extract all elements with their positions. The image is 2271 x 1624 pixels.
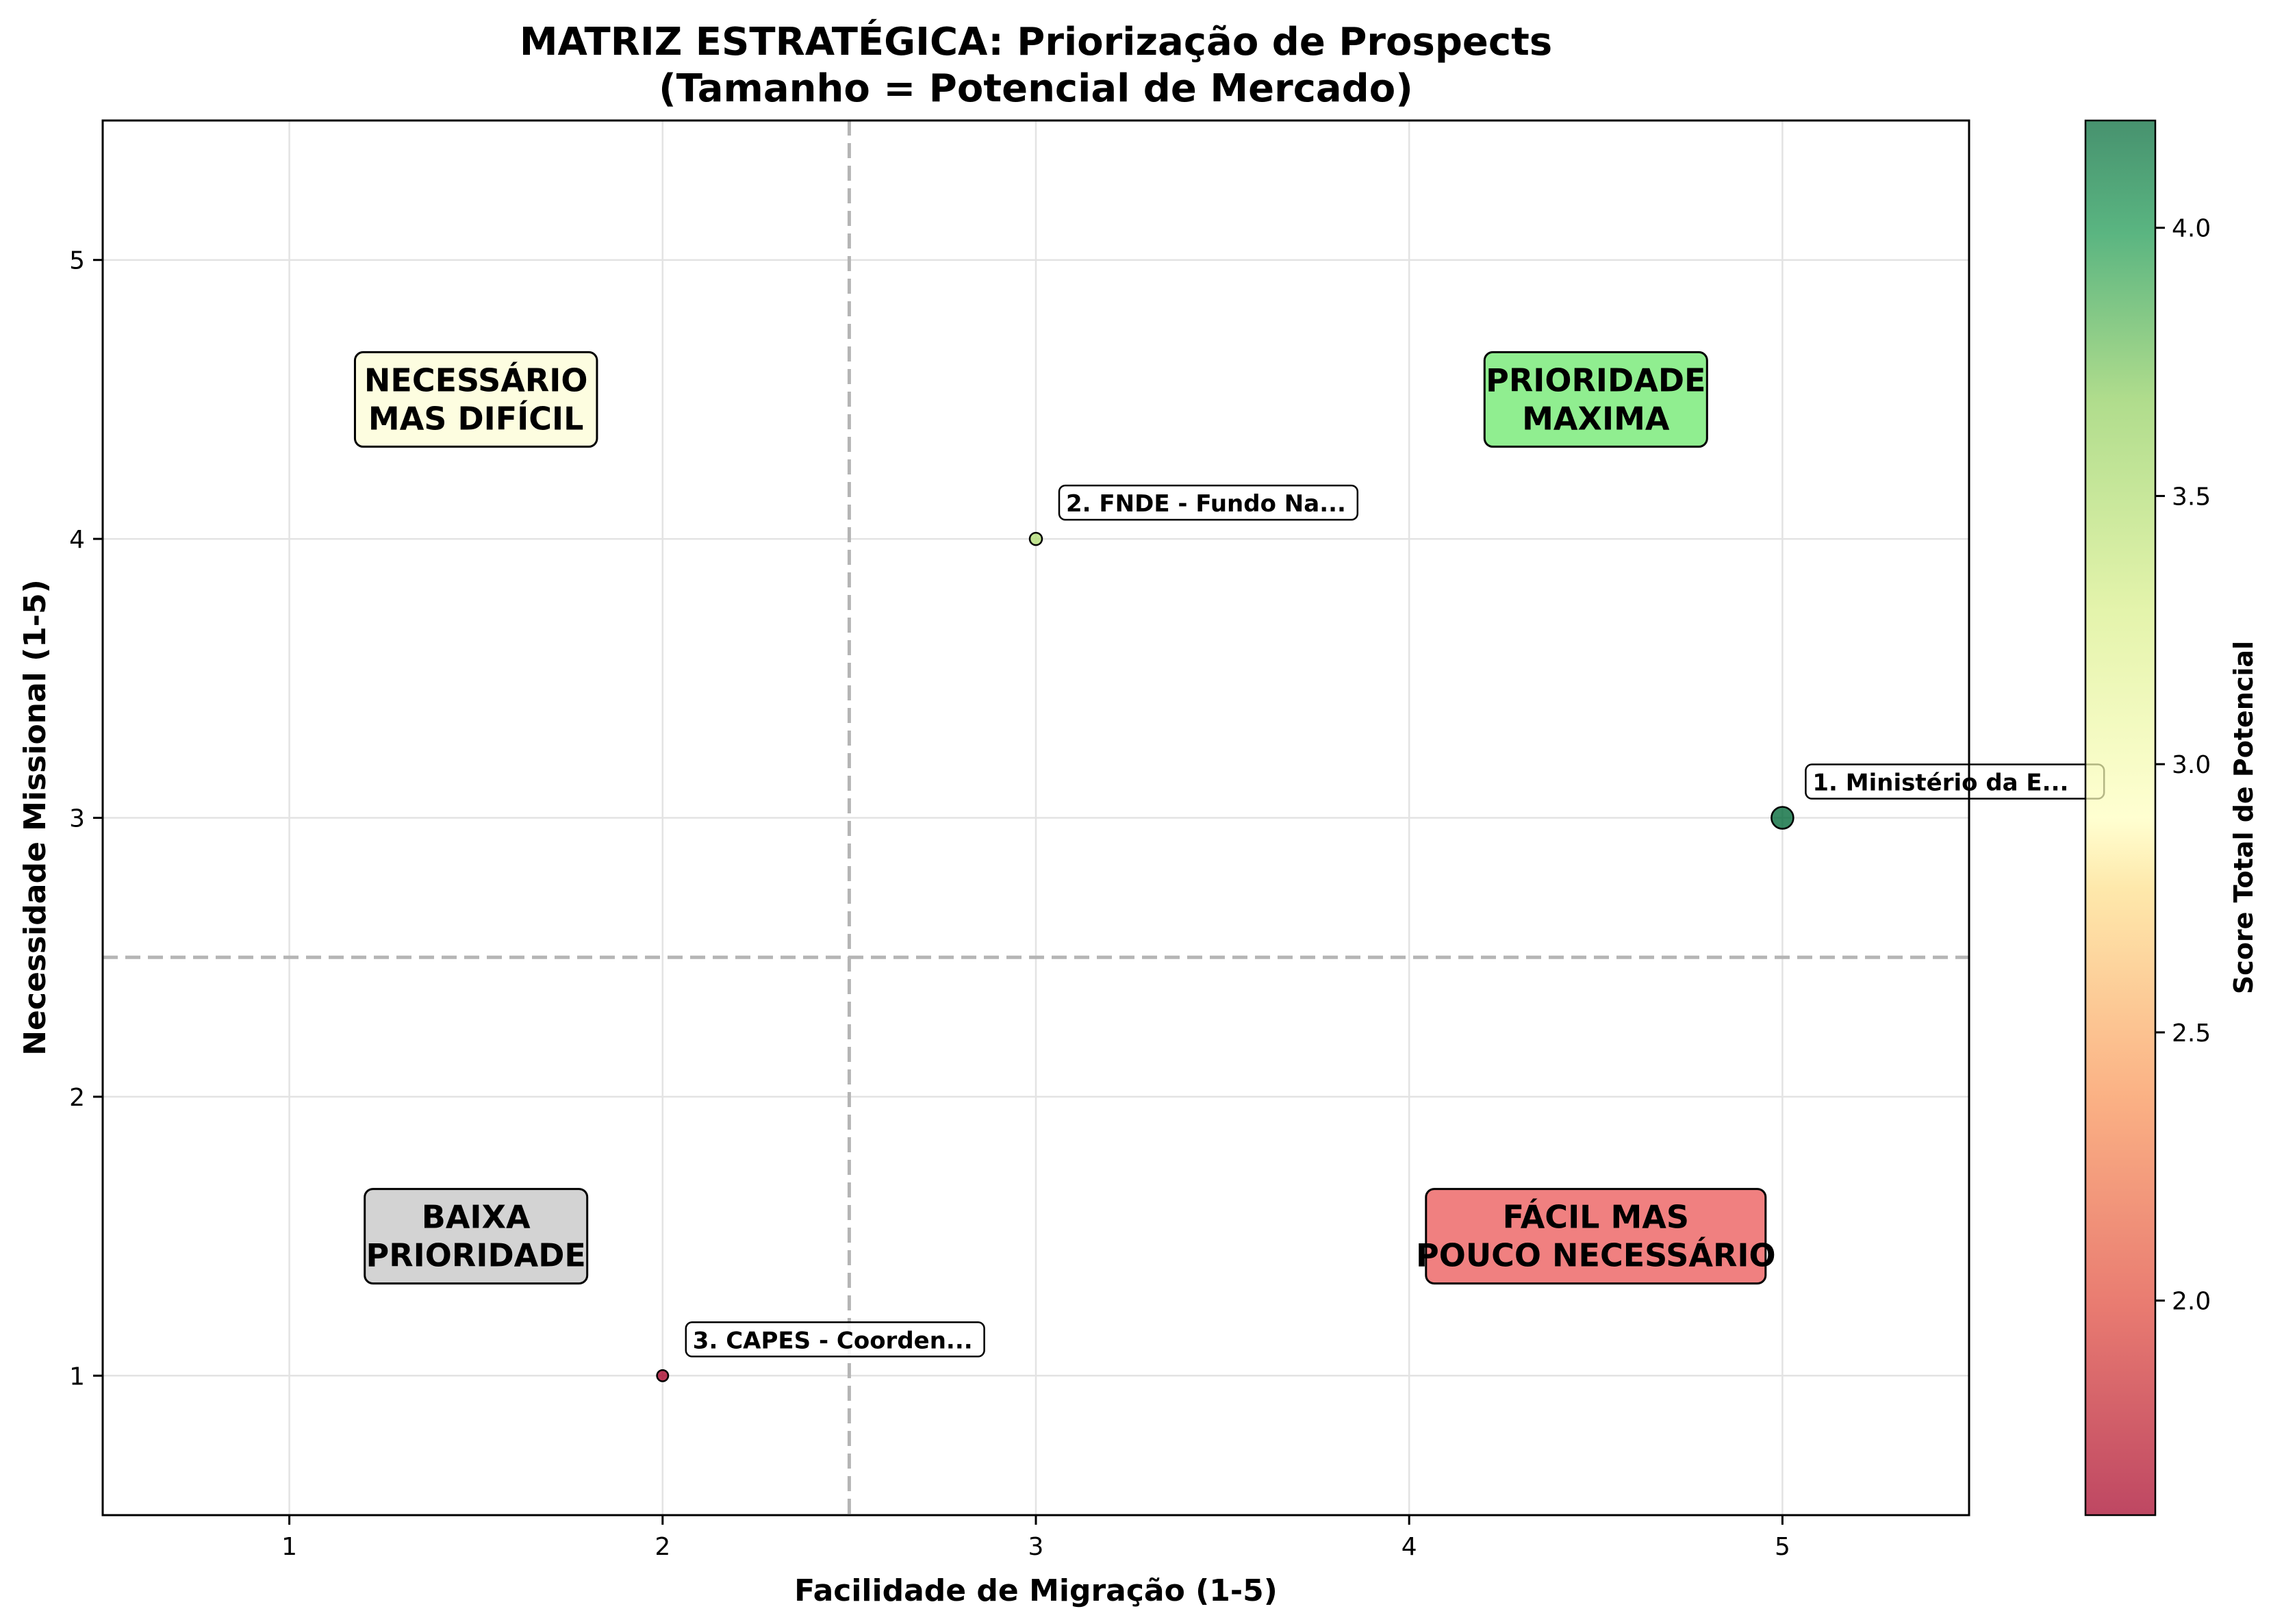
quadrant-label-box [353,351,598,448]
quadrant-label-text: MAXIMA [1522,400,1670,437]
point-label-text: 3. CAPES - Coorden... [693,1327,973,1354]
chart-subtitle: (Tamanho = Potencial de Mercado) [659,66,1413,111]
data-point [1771,806,1794,830]
quadrant-label-text: FÁCIL MAS [1503,1199,1689,1236]
x-tick-label: 4 [1401,1533,1417,1561]
quadrant-label-box [1425,1188,1767,1285]
y-tick-label: 2 [69,1084,85,1112]
colorbar-tick-label: 2.0 [2172,1288,2211,1316]
point-label-text: 2. FNDE - Fundo Na... [1066,490,1346,518]
quadrant-label-box [364,1188,589,1285]
point-label: 3. CAPES - Coorden... [685,1321,985,1358]
data-point [1028,531,1043,546]
x-tick-label: 3 [1028,1533,1044,1561]
y-tick-label: 3 [69,805,85,833]
quadrant-label-box [1483,351,1708,448]
y-tick-label: 4 [69,526,85,554]
colorbar-label: Score Total de Potencial [2229,641,2259,994]
chart-title: MATRIZ ESTRATÉGICA: Priorização de Prosp… [520,19,1552,64]
y-axis-label: Necessidade Missional (1-5) [18,579,53,1056]
data-point [656,1369,670,1382]
quadrant-label-text: MAS DIFÍCIL [368,400,584,437]
y-axis-ticks: 1 2 3 4 5 [69,247,103,1391]
quadrant-label-text: PRIORIDADE [1486,361,1705,398]
quadrant-label-text: PRIORIDADE [366,1237,586,1274]
y-tick-label: 1 [69,1362,85,1391]
point-label: 2. FNDE - Fundo Na... [1058,484,1359,521]
quadrant-dividers [103,120,1969,1515]
data-points [656,531,1794,1382]
colorbar-gradient [2084,119,2157,1517]
point-label-box [685,1321,985,1358]
colorbar-tick-label: 4.0 [2172,215,2211,243]
quadrant-label-text: POUCO NECESSÁRIO [1416,1237,1776,1274]
x-tick-label: 2 [655,1533,670,1561]
quadrant-label-text: BAIXA [422,1199,531,1236]
point-labels: 1. Ministério da E... 2. FNDE - Fundo Na.… [685,484,2105,1358]
y-tick-label: 5 [69,247,85,275]
x-axis-ticks: 1 2 3 4 5 [281,1515,1790,1561]
point-label: 1. Ministério da E... [1805,763,2105,800]
colorbar: 2.0 2.5 3.0 3.5 4.0 Score Total de Potencial [2084,119,2259,1517]
colorbar-tick-label: 3.0 [2172,751,2211,779]
colorbar-tick-label: 3.5 [2172,483,2211,511]
point-label-text: 1. Ministério da E... [1812,770,2068,797]
point-label-box [1058,484,1359,521]
x-tick-label: 5 [1775,1533,1790,1561]
colorbar-ticks: 2.0 2.5 3.0 3.5 4.0 [2155,215,2211,1316]
grid [103,120,1969,1515]
quadrant-label-text: NECESSÁRIO [364,361,588,398]
x-tick-label: 1 [281,1533,297,1561]
colorbar-tick-label: 2.5 [2172,1019,2211,1048]
x-axis-label: Facilidade de Migração (1-5) [794,1573,1278,1608]
